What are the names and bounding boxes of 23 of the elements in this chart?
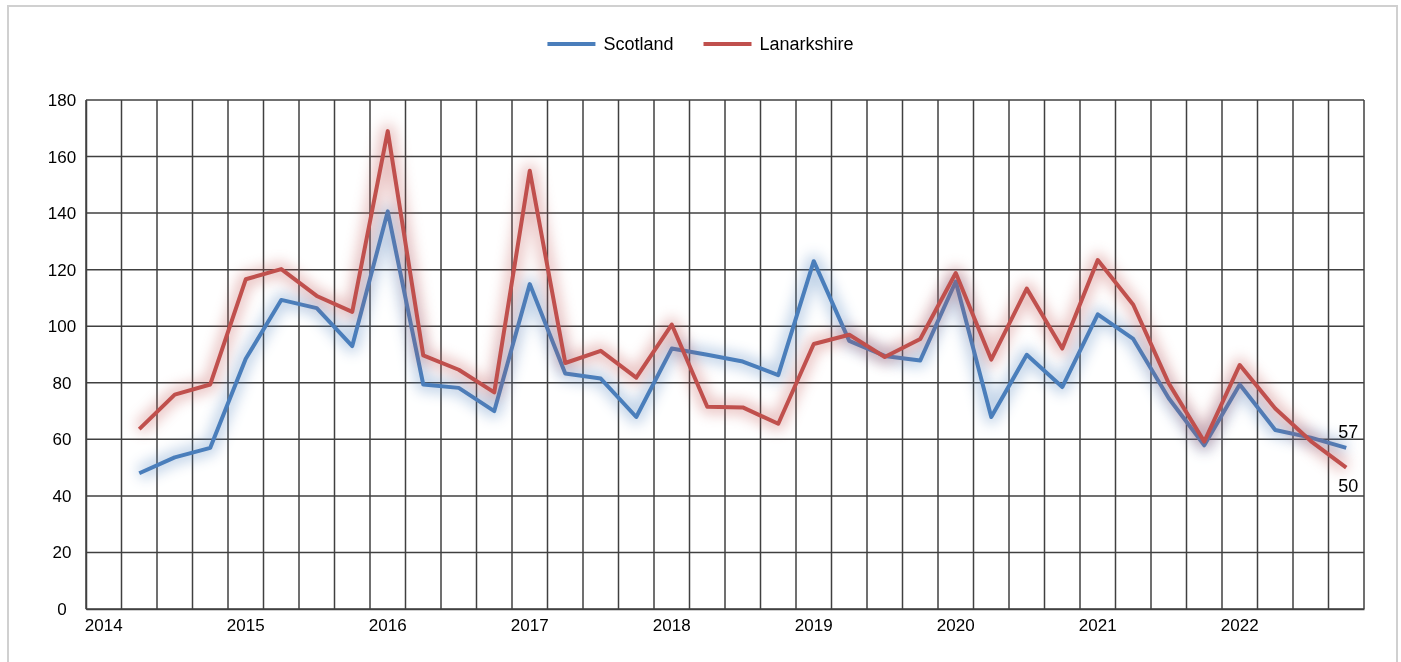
x-tick-label: 2016: [368, 616, 407, 636]
x-tick-label: 2021: [1078, 616, 1117, 636]
y-tick-label: 40: [52, 486, 72, 506]
x-tick-label: 2015: [226, 616, 265, 636]
data-label: 57: [1338, 421, 1359, 442]
x-tick-label: 2017: [510, 616, 549, 636]
y-tick-label: 100: [47, 317, 77, 337]
data-label: 50: [1338, 475, 1359, 496]
x-tick-label: 2014: [84, 616, 123, 636]
legend-label: Lanarkshire: [759, 34, 854, 54]
x-tick-label: 2019: [794, 616, 833, 636]
y-tick-label: 20: [52, 543, 72, 563]
y-tick-label: 80: [52, 373, 72, 393]
y-tick-label: 120: [47, 260, 77, 280]
y-tick-label: 160: [47, 147, 77, 167]
y-tick-label: 180: [47, 90, 77, 110]
x-tick-label: 2022: [1220, 616, 1259, 636]
y-tick-label: 0: [57, 599, 67, 619]
y-tick-label: 140: [47, 204, 77, 224]
x-tick-label: 2020: [936, 616, 975, 636]
x-tick-label: 2018: [652, 616, 691, 636]
y-tick-label: 60: [52, 430, 72, 450]
legend-label: Scotland: [603, 34, 674, 54]
